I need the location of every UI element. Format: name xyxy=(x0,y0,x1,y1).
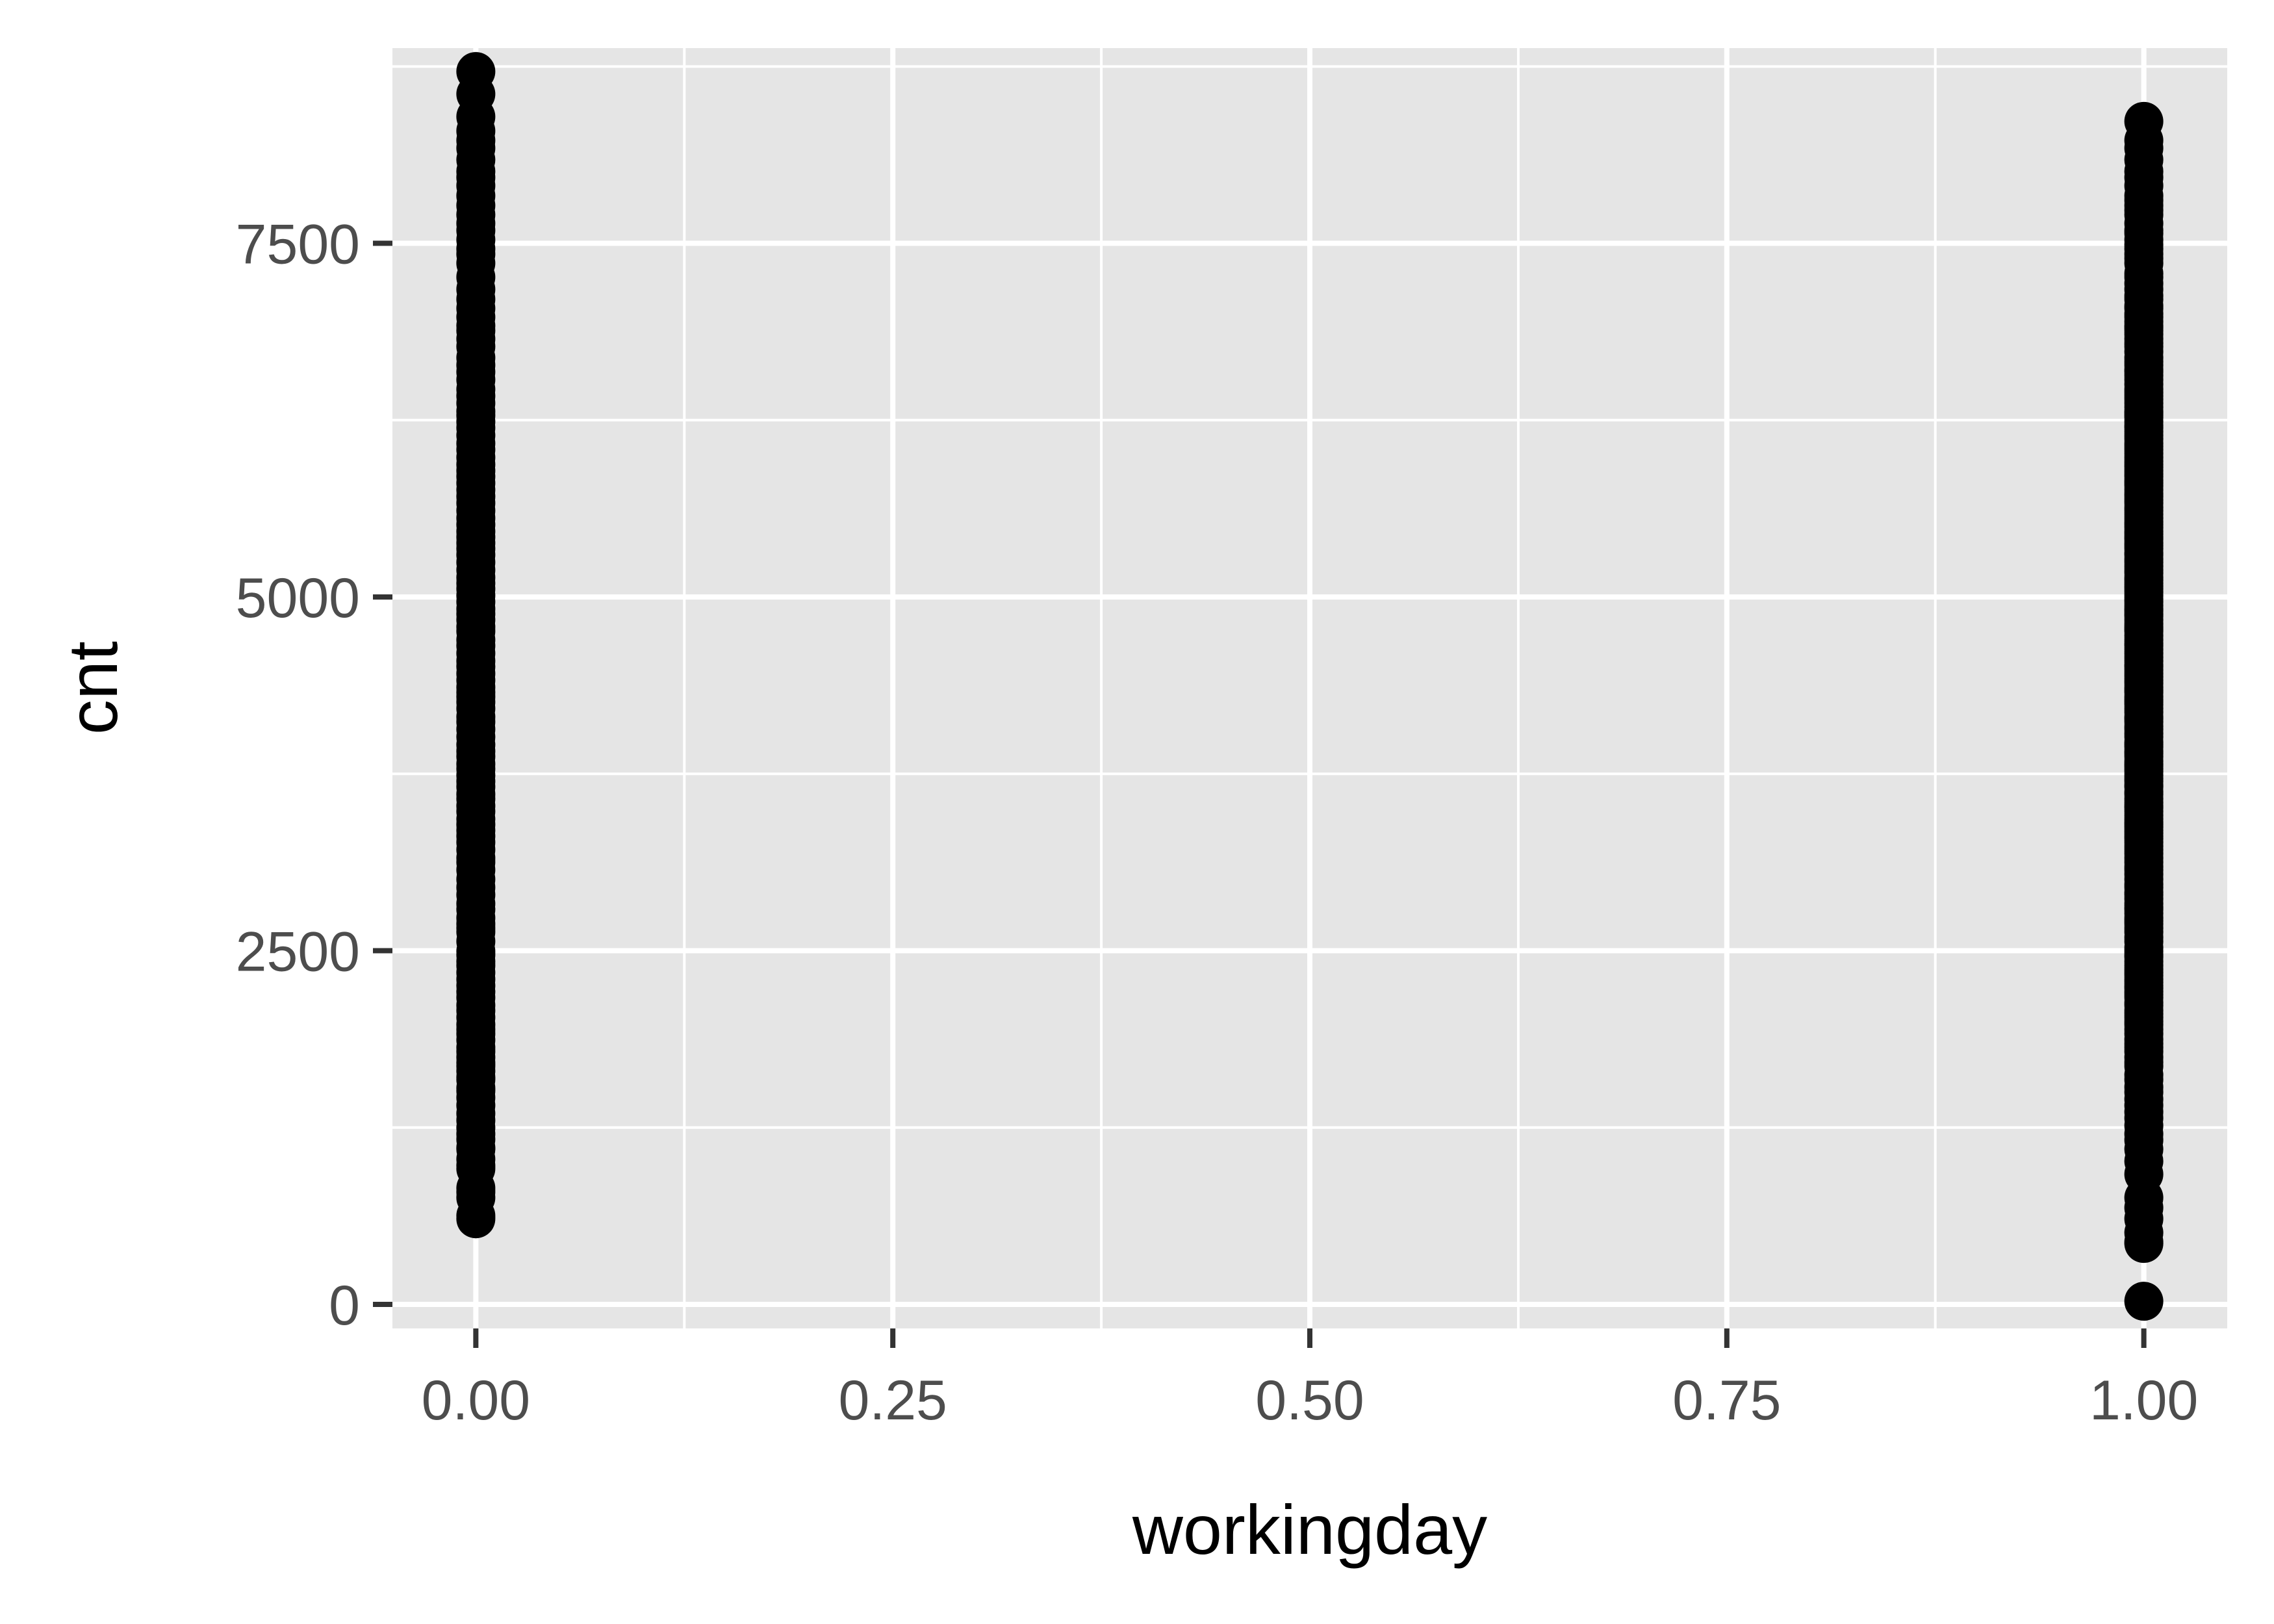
x-tick-label: 0.00 xyxy=(422,1369,530,1432)
y-tick-label: 7500 xyxy=(236,214,360,276)
data-points xyxy=(456,52,2164,1321)
y-tick-label: 0 xyxy=(329,1275,360,1337)
y-axis-title: cnt xyxy=(53,641,132,735)
x-axis-title: workingday xyxy=(1132,1490,1487,1569)
major-gridlines xyxy=(392,48,2227,1328)
x-tick-label: 1.00 xyxy=(2089,1369,2198,1432)
y-tick-label: 2500 xyxy=(236,921,360,983)
x-tick-label: 0.50 xyxy=(1255,1369,1364,1432)
y-tick-label: 5000 xyxy=(236,567,360,629)
data-point xyxy=(2124,1282,2164,1321)
x-tick-label: 0.25 xyxy=(838,1369,947,1432)
x-tick-label: 0.75 xyxy=(1672,1369,1781,1432)
x-axis: 0.00 0.25 0.50 0.75 1.00 xyxy=(422,1328,2198,1432)
y-axis: 0 2500 5000 7500 xyxy=(236,214,392,1337)
data-point xyxy=(2124,101,2164,141)
data-point xyxy=(456,52,496,92)
